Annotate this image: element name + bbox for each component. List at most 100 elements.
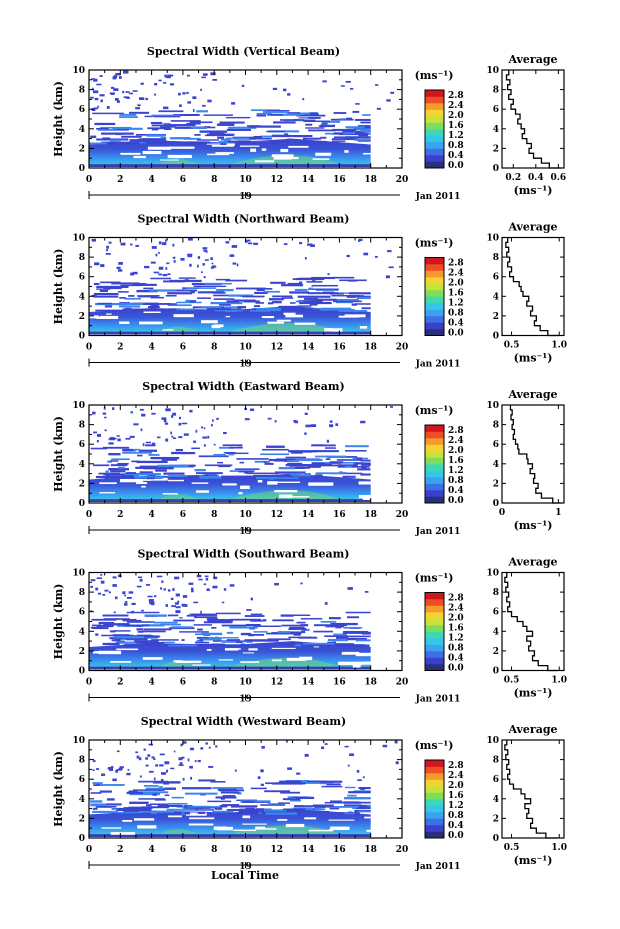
echo-streak xyxy=(132,283,157,286)
y-tick-label: 6 xyxy=(79,105,85,115)
echo-streak xyxy=(253,305,261,308)
x-tick-label: 4 xyxy=(148,678,154,688)
colorbar-tick-label: 2.4 xyxy=(448,771,464,781)
average-y-tick-label: 4 xyxy=(493,125,499,135)
echo-streak xyxy=(131,309,153,312)
echo-speckle xyxy=(158,79,162,82)
echo-streak xyxy=(230,805,257,808)
echo-streak xyxy=(199,130,228,133)
echo-streak xyxy=(266,110,290,112)
x-tick-label: 0 xyxy=(86,343,92,353)
echo-streak xyxy=(104,476,110,479)
echo-streak xyxy=(196,110,208,113)
y-tick-label: 2 xyxy=(79,144,85,154)
colorbar-tick-label: 2.0 xyxy=(448,781,464,791)
echo-speckle xyxy=(253,242,258,246)
echo-streak xyxy=(190,807,211,809)
echo-speckle xyxy=(335,423,339,426)
echo-streak xyxy=(167,292,192,295)
echo-streak xyxy=(121,808,152,811)
average-x-tick-label: 0.5 xyxy=(504,676,520,686)
echo-streak xyxy=(242,801,255,803)
echo-speckle xyxy=(203,249,207,252)
echo-streak xyxy=(122,308,148,311)
echo-streak xyxy=(345,126,365,129)
echo-speckle xyxy=(345,80,351,83)
data-gap xyxy=(159,159,179,161)
colorbar-frame xyxy=(424,592,445,671)
echo-streak xyxy=(200,306,222,309)
echo-speckle xyxy=(96,83,102,86)
echo-streak xyxy=(228,294,254,297)
echo-speckle xyxy=(179,762,183,765)
echo-speckle xyxy=(127,768,130,771)
echo-speckle xyxy=(203,583,207,586)
data-gap xyxy=(233,829,257,832)
echo-streak xyxy=(263,809,287,812)
echo-speckle xyxy=(100,580,105,584)
echo-streak xyxy=(287,112,300,114)
data-gap xyxy=(222,483,237,486)
echo-speckle xyxy=(153,758,156,761)
echo-streak xyxy=(207,637,239,639)
high-width-core xyxy=(159,829,199,835)
echo-streak xyxy=(238,470,254,473)
data-gap xyxy=(215,152,234,154)
echo-streak xyxy=(336,636,349,639)
echo-streak xyxy=(329,292,344,295)
echo-speckle xyxy=(167,74,174,77)
echo-speckle xyxy=(200,747,204,750)
echo-streak xyxy=(229,618,262,621)
echo-streak xyxy=(145,804,152,807)
echo-speckle xyxy=(165,604,168,607)
echo-speckle xyxy=(376,107,381,110)
echo-speckle xyxy=(197,256,201,259)
echo-streak xyxy=(321,644,330,648)
colorbar-swatch xyxy=(425,264,444,271)
echo-streak xyxy=(188,475,209,478)
echo-streak xyxy=(136,641,164,644)
echo-streak xyxy=(292,474,311,477)
echo-speckle xyxy=(203,276,206,279)
colorbar-swatch xyxy=(425,329,444,336)
colorbar-tick-label: 1.6 xyxy=(448,624,464,634)
echo-speckle xyxy=(138,576,143,579)
echo-streak xyxy=(150,296,165,299)
average-frame xyxy=(501,404,565,504)
echo-speckle xyxy=(162,273,168,277)
colorbar-swatch xyxy=(425,825,444,832)
x-tick-label: 8 xyxy=(211,678,217,688)
echo-streak xyxy=(338,464,358,467)
data-gap xyxy=(366,829,392,832)
echo-speckle xyxy=(114,98,119,101)
echo-streak xyxy=(273,140,305,143)
echo-streak xyxy=(94,122,116,126)
echo-streak xyxy=(312,804,334,807)
echo-streak xyxy=(197,628,203,631)
echo-speckle xyxy=(261,746,265,749)
echo-streak xyxy=(181,812,185,815)
echo-speckle xyxy=(390,91,395,94)
echo-streak xyxy=(239,461,245,464)
echo-speckle xyxy=(124,594,127,597)
x-tick-label: 20 xyxy=(396,510,409,520)
echo-streak xyxy=(103,287,122,290)
echo-streak xyxy=(240,632,252,636)
echo-speckle xyxy=(181,756,185,759)
echo-speckle xyxy=(118,76,122,79)
echo-streak xyxy=(268,811,274,813)
echo-streak xyxy=(236,287,266,290)
echo-streak xyxy=(285,456,307,459)
echo-streak xyxy=(100,132,134,135)
echo-speckle xyxy=(158,266,164,270)
echo-streak xyxy=(163,782,170,785)
echo-streak xyxy=(337,644,370,647)
echo-speckle xyxy=(274,582,279,586)
data-gap xyxy=(254,160,275,163)
date-label: Jan 2011 xyxy=(415,360,461,370)
echo-streak xyxy=(244,615,265,617)
echo-streak xyxy=(268,298,284,301)
echo-streak xyxy=(349,637,359,641)
echo-streak xyxy=(112,127,143,130)
echo-speckle xyxy=(173,750,176,753)
